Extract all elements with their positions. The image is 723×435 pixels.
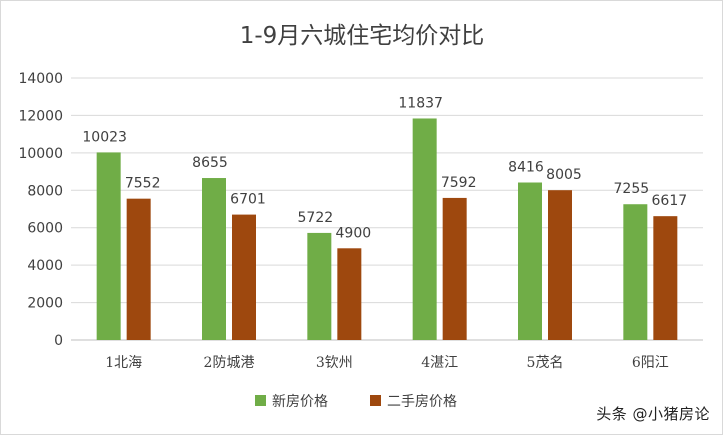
y-tick-label: 6000: [27, 221, 63, 237]
x-tick-label: 1北海: [105, 355, 142, 371]
bar-new-home-4: [412, 118, 437, 340]
bar-new-home-6: [623, 204, 648, 340]
legend-label: 新房价格: [272, 394, 328, 410]
x-tick-label: 3钦州: [316, 355, 353, 371]
data-label: 7592: [441, 175, 477, 191]
data-label: 8005: [546, 167, 582, 183]
y-axis: 0 2000 4000 6000 8000 10000 12000 14000: [18, 71, 63, 349]
legend-swatch: [255, 395, 266, 406]
y-tick-label: 8000: [27, 183, 63, 199]
data-label: 6617: [652, 193, 688, 209]
bar-second-hand-3: [337, 248, 362, 340]
chart-title: 1-9月六城住宅均价对比: [240, 23, 485, 49]
x-tick-label: 4湛江: [421, 355, 458, 371]
data-label: 7552: [125, 176, 161, 192]
x-tick-label: 2防城港: [204, 355, 255, 371]
gridlines: [71, 77, 703, 341]
x-tick-label: 6阳江: [632, 355, 669, 371]
legend-label: 二手房价格: [387, 394, 457, 410]
bar-new-home-3: [307, 232, 332, 340]
y-tick-label: 0: [54, 333, 63, 349]
data-label: 5722: [298, 210, 334, 226]
bar-new-home-2: [202, 178, 226, 340]
legend: 新房价格 二手房价格: [255, 394, 457, 410]
y-tick-label: 10000: [18, 146, 63, 162]
watermark: 头条 @小猪房论: [596, 405, 710, 423]
data-label: 7255: [614, 181, 650, 197]
data-label: 10023: [82, 129, 127, 145]
data-label: 8655: [192, 155, 228, 171]
bar-second-hand-4: [442, 197, 467, 340]
y-tick-label: 12000: [18, 108, 63, 124]
data-label: 11837: [398, 95, 443, 111]
data-label: 6701: [230, 192, 266, 208]
y-tick-label: 2000: [27, 296, 63, 312]
data-label: 8416: [508, 160, 544, 176]
y-tick-label: 4000: [27, 258, 63, 274]
bar-new-home-1: [96, 152, 121, 340]
data-label: 4900: [336, 225, 372, 241]
bar-second-hand-6: [653, 216, 678, 340]
y-tick-label: 14000: [18, 71, 63, 87]
x-tick-label: 5茂名: [527, 354, 564, 371]
bar-new-home-5: [518, 182, 542, 340]
bar-second-hand-1: [126, 198, 151, 340]
bar-second-hand-2: [232, 214, 256, 340]
bars: [96, 118, 678, 340]
bar-second-hand-5: [548, 190, 572, 340]
legend-swatch: [370, 395, 381, 406]
x-axis: 1北海 2防城港 3钦州 4湛江 5茂名 6阳江: [105, 354, 669, 371]
